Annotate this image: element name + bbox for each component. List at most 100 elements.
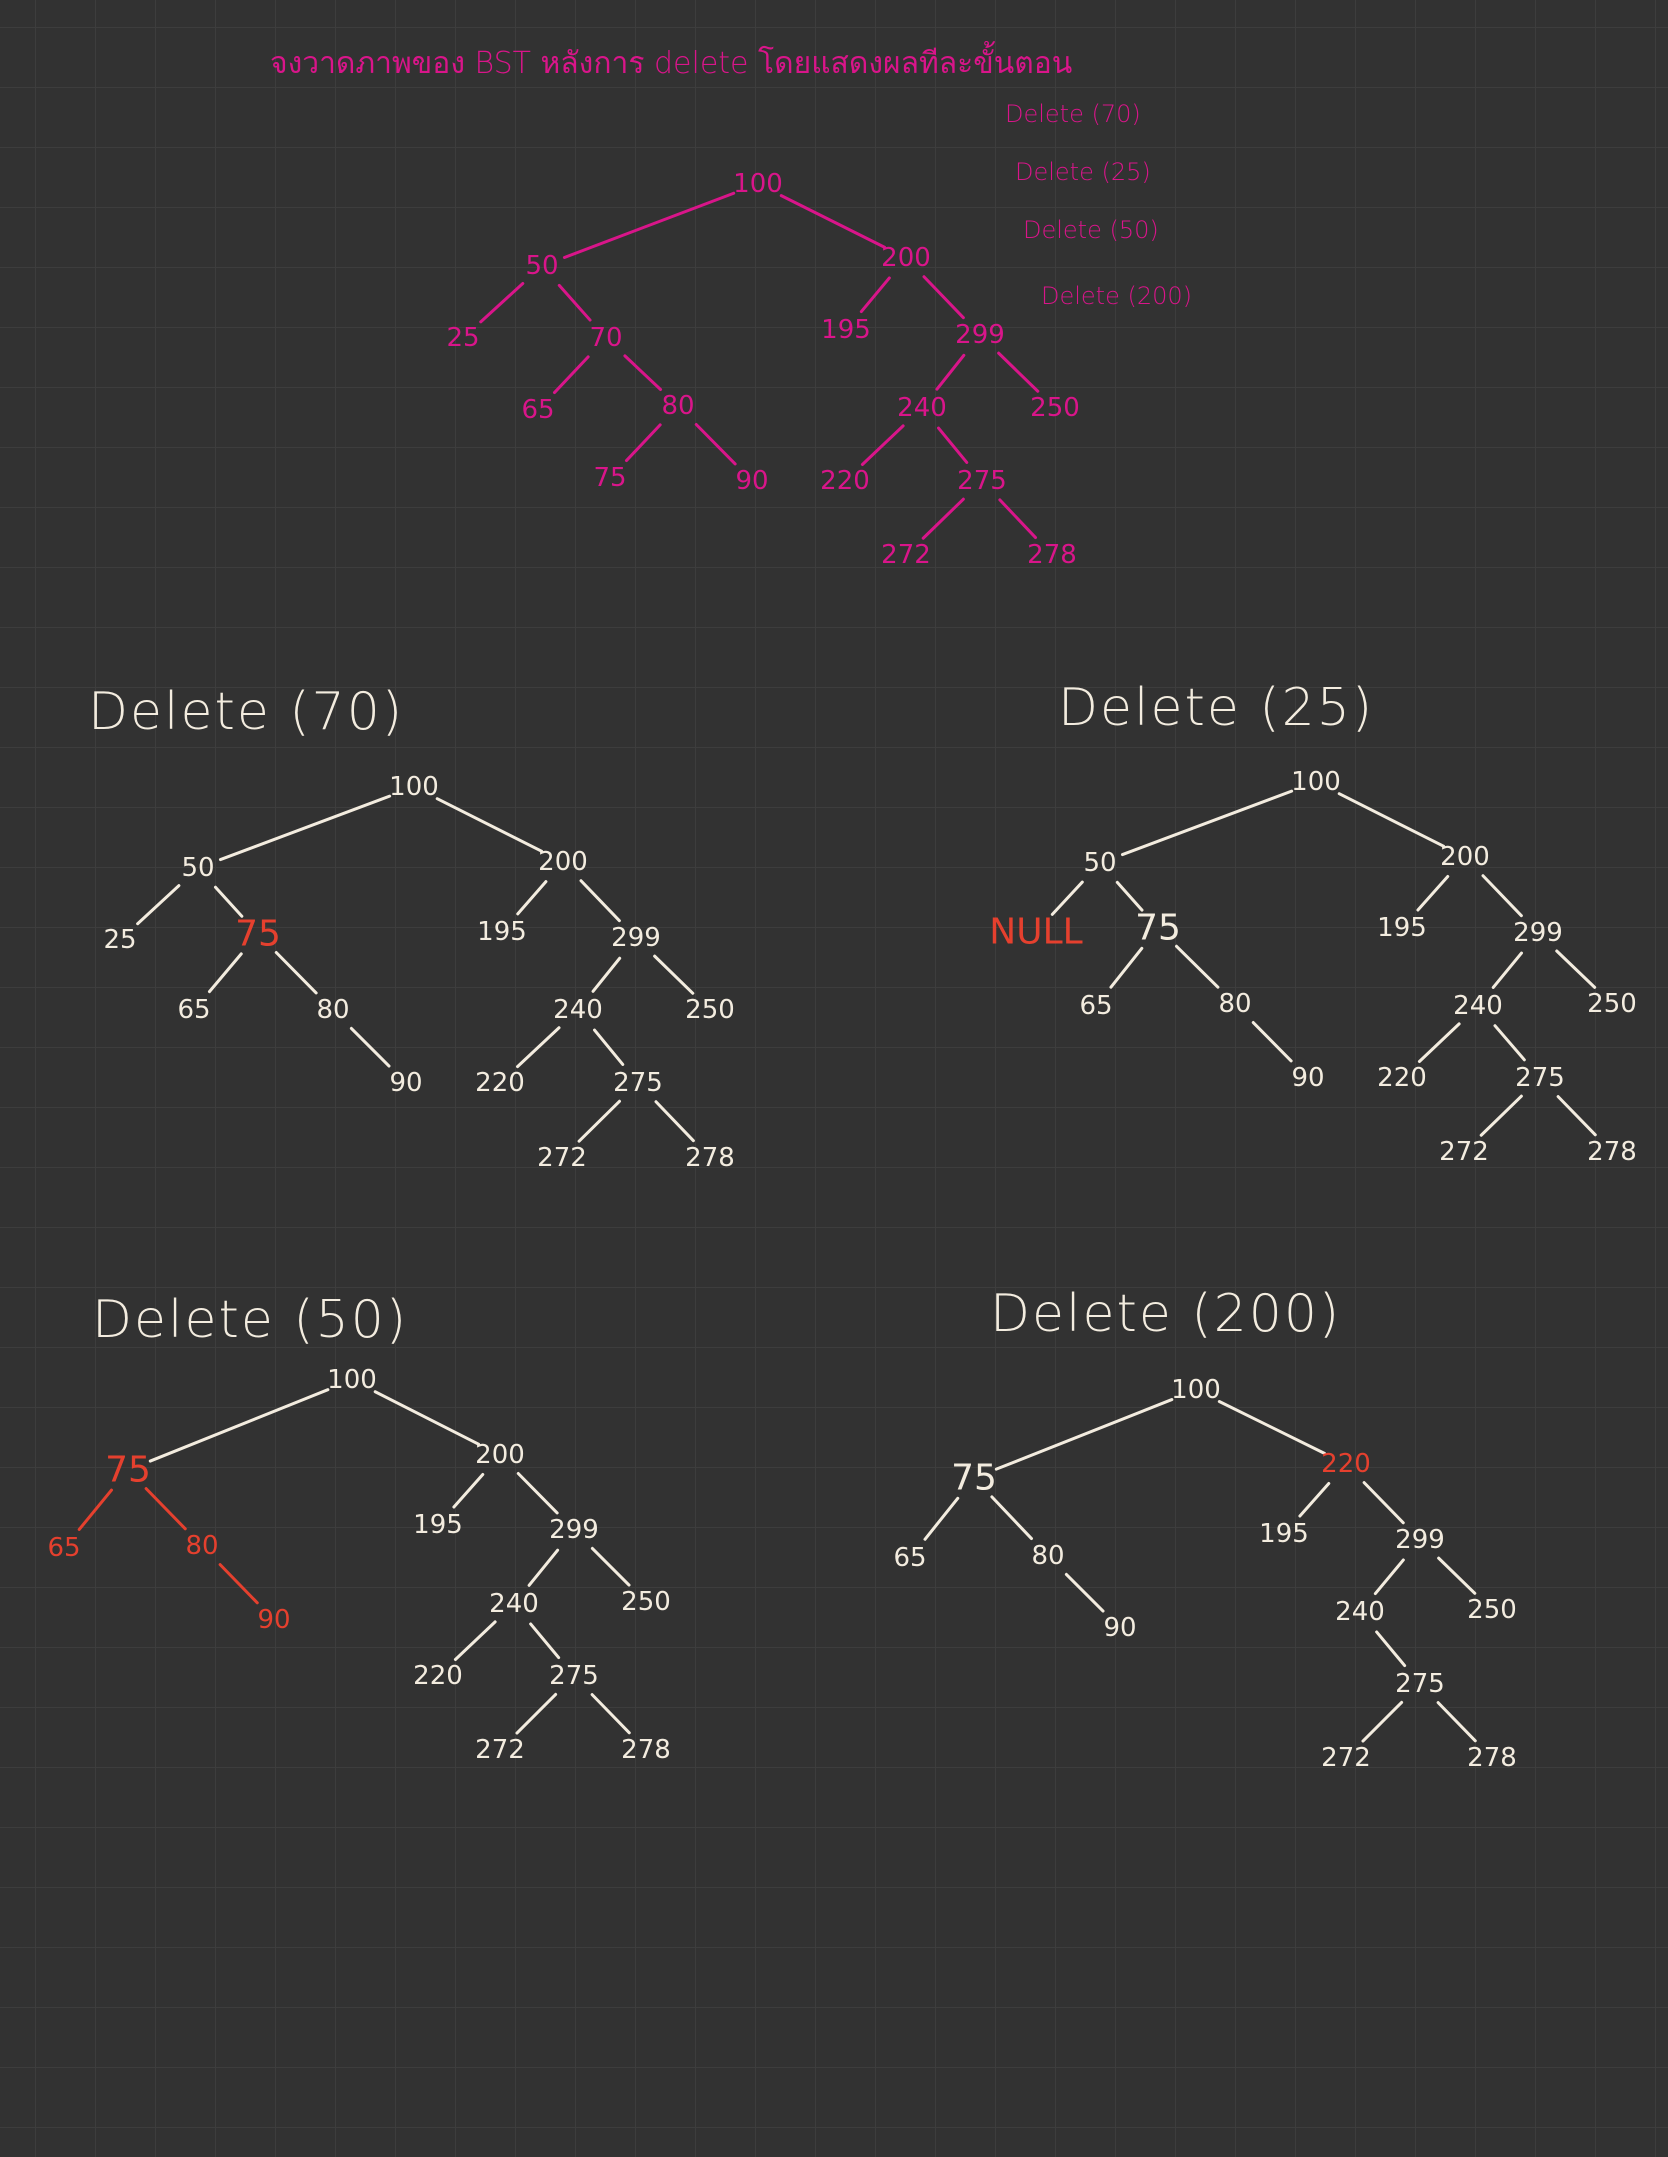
tree-edge [779, 194, 887, 249]
tree-edge [516, 880, 548, 916]
tree-node-50: 50 [1083, 848, 1116, 878]
tree-edge [435, 797, 544, 853]
tree-node-278: 278 [1467, 1743, 1517, 1773]
tree-node-250: 250 [1030, 393, 1080, 423]
tree-edge [1436, 1701, 1477, 1743]
tree-edge [922, 275, 965, 320]
tree-edge [552, 355, 590, 395]
tree-node-80: 80 [1031, 1541, 1064, 1571]
tree-node-70: 70 [589, 323, 622, 353]
tree-node-278: 278 [685, 1143, 735, 1173]
tree-node-80: 80 [661, 391, 694, 421]
tree-edge [1298, 1481, 1331, 1518]
tree-edge [997, 351, 1040, 393]
tree-node-100: 100 [327, 1365, 377, 1395]
tree-node-250: 250 [685, 995, 735, 1025]
tree-node-299: 299 [1513, 918, 1563, 948]
tree-node-220: 220 [1377, 1063, 1427, 1093]
tree-edge [593, 1028, 625, 1066]
tree-edge [590, 1546, 631, 1587]
operation-item: Delete (25) [1015, 158, 1151, 186]
tree-edge [516, 1026, 561, 1069]
tree-node-90: 90 [1103, 1613, 1136, 1643]
tree-node-25: 25 [103, 925, 136, 955]
tree-node-80: 80 [185, 1531, 218, 1561]
tree-edge [1251, 1021, 1293, 1063]
operation-item: Delete (70) [1005, 100, 1141, 128]
tree-edge [136, 884, 181, 926]
tree-edge [1361, 1700, 1404, 1743]
tree-node-80: 80 [316, 995, 349, 1025]
tree-node-90: 90 [1291, 1063, 1324, 1093]
exercise-title: จงวาดภาพของ BST หลังการ delete โดยแสดงผล… [270, 46, 1073, 81]
tree-edge [1217, 1400, 1326, 1455]
tree-edge [1417, 1022, 1461, 1063]
tree-node-80: 80 [1218, 989, 1251, 1019]
tree-node-275: 275 [1395, 1669, 1445, 1699]
tree-edge [935, 353, 966, 391]
tree-edge [1416, 874, 1450, 912]
tree-node-25: 25 [446, 323, 479, 353]
tree-node-275: 275 [549, 1661, 599, 1691]
tree-node-65: 65 [1079, 991, 1112, 1021]
tree-edge [479, 282, 525, 324]
tree-node-90: 90 [257, 1605, 290, 1635]
tree-edge [452, 1472, 485, 1509]
tree-edge [562, 191, 736, 259]
tree-node-272: 272 [537, 1143, 587, 1173]
tree-node-200: 200 [538, 847, 588, 877]
tree-node-100: 100 [1171, 1375, 1221, 1405]
tree-edge [1115, 880, 1144, 912]
tree-node-65: 65 [177, 995, 210, 1025]
tree-node-278: 278 [621, 1735, 671, 1765]
tree-node-75: 75 [951, 1458, 997, 1499]
tree-edge [577, 1099, 621, 1143]
tree-edge [516, 1472, 559, 1515]
heading-delete-50: Delete (50) [92, 1290, 409, 1350]
tree-edge [694, 423, 737, 466]
heading-delete-200: Delete (200) [990, 1284, 1342, 1344]
tree-edge [1481, 874, 1523, 918]
tree-node-65: 65 [521, 395, 554, 425]
tree-node-240: 240 [553, 995, 603, 1025]
tree-node-240: 240 [489, 1589, 539, 1619]
tree-edge [218, 1563, 259, 1605]
tree-edge [654, 1100, 695, 1143]
tree-edge [994, 1398, 1174, 1471]
tree-edge [624, 423, 662, 463]
tree-edge [1556, 1095, 1597, 1137]
tree-node-299: 299 [955, 320, 1005, 350]
tree-node-275: 275 [957, 466, 1007, 496]
tree-edge [527, 1548, 560, 1587]
tree-node-200: 200 [881, 243, 931, 273]
tree-node-null: NULL [989, 912, 1082, 953]
tree-edge [1375, 1630, 1407, 1668]
tree-edge [1491, 951, 1523, 989]
heading-delete-25: Delete (25) [1058, 678, 1375, 738]
operation-item: Delete (200) [1041, 282, 1193, 310]
tree-edge [590, 1693, 631, 1735]
tree-node-195: 195 [1259, 1519, 1309, 1549]
tree-edge [1050, 880, 1084, 916]
tree-edge [591, 956, 622, 993]
tree-node-278: 278 [1587, 1137, 1637, 1167]
tree-node-90: 90 [735, 466, 768, 496]
tree-edge [1555, 949, 1597, 989]
tree-node-275: 275 [1515, 1063, 1565, 1093]
tree-node-65: 65 [893, 1543, 926, 1573]
tree-edge [1337, 792, 1446, 848]
tree-after-delete-70: 100 50 200 25 75 195 299 65 80 240 250 90 220 275 272 2… [103, 772, 734, 1173]
tree-node-75: 75 [105, 1450, 151, 1491]
tree-edge [653, 954, 695, 995]
tree-node-220: 220 [475, 1068, 525, 1098]
tree-original: 100 50 200 25 70 195 299 65 80 240 250 75 90 220 275 27… [446, 169, 1079, 570]
operation-item: Delete (50) [1023, 216, 1159, 244]
tree-node-299: 299 [611, 923, 661, 953]
tree-edge [623, 354, 663, 392]
tree-node-75: 75 [235, 914, 281, 955]
tree-node-272: 272 [1321, 1743, 1371, 1773]
tree-node-272: 272 [881, 540, 931, 570]
tree-edge [218, 794, 392, 862]
tree-node-272: 272 [475, 1735, 525, 1765]
tree-node-195: 195 [477, 917, 527, 947]
